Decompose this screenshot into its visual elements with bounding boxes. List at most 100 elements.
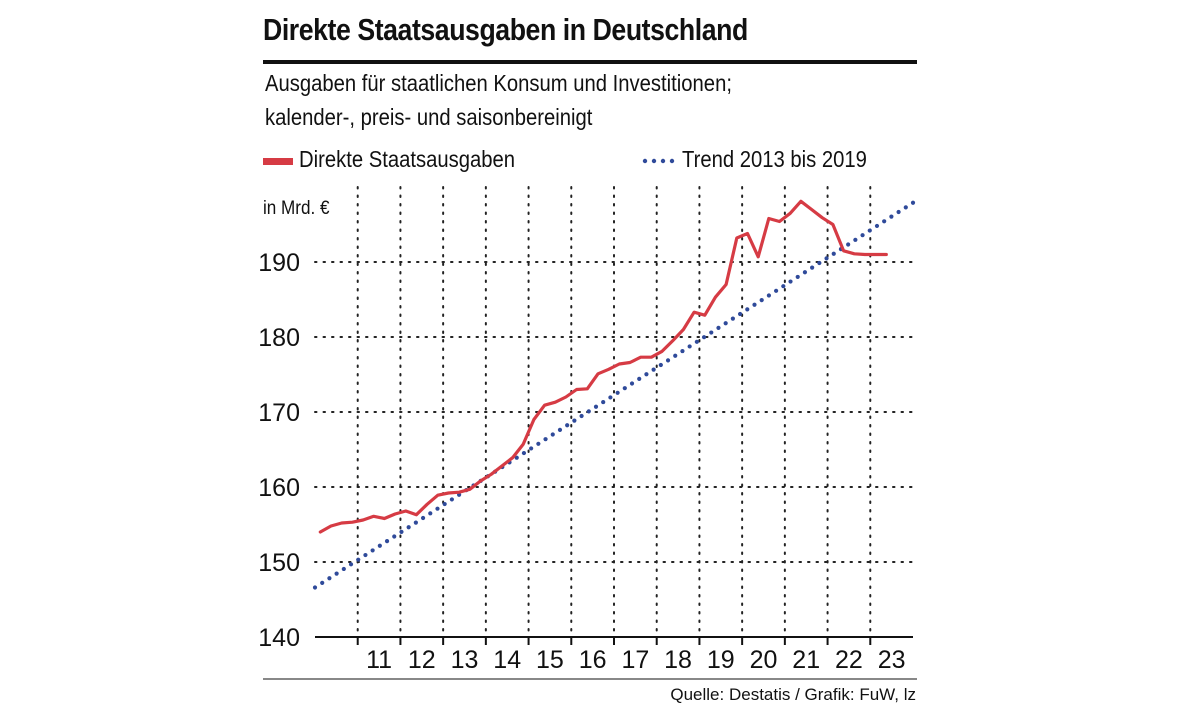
trend-dot — [543, 437, 548, 442]
chart-title: Direkte Staatsausgaben in Deutschland — [263, 12, 748, 47]
trend-dot — [521, 450, 527, 456]
trend-dot — [608, 395, 613, 400]
trend-dot — [795, 274, 800, 280]
trend-dot — [817, 260, 822, 266]
trend-dot — [903, 205, 908, 210]
y-tick-label-140: 140 — [258, 624, 300, 652]
trend-dot — [846, 242, 851, 247]
trend-dot — [615, 390, 620, 395]
trend-dot — [766, 293, 772, 298]
trend-dot — [327, 576, 332, 581]
trend-dot — [781, 284, 786, 289]
legend-trend-dot — [642, 158, 648, 164]
trend-dot — [644, 372, 649, 377]
x-tick-label-13: 13 — [451, 646, 479, 674]
trend-dot — [737, 311, 743, 317]
trend-dot — [658, 362, 663, 368]
y-tick-label-180: 180 — [258, 324, 300, 352]
legend-swatch-actual — [263, 158, 293, 165]
trend-dot — [774, 288, 779, 293]
trend-dot — [680, 348, 685, 354]
x-tick-label-11: 11 — [366, 646, 392, 674]
x-tick-label-21: 21 — [792, 646, 820, 674]
x-tick-label-15: 15 — [536, 646, 564, 674]
trend-dot — [356, 557, 361, 562]
y-tick-label-170: 170 — [258, 399, 300, 427]
trend-dot — [867, 228, 872, 233]
x-tick-label-14: 14 — [493, 646, 521, 674]
trend-dot — [831, 251, 836, 256]
trend-dot — [586, 409, 591, 414]
y-tick-label-150: 150 — [258, 549, 300, 577]
trend-dot — [377, 543, 382, 548]
trend-dot — [565, 423, 570, 428]
trend-dot — [824, 256, 829, 261]
trend-dot — [716, 325, 721, 331]
trend-dot — [449, 497, 454, 502]
x-tick-label-20: 20 — [750, 646, 778, 674]
trend-dot — [709, 330, 714, 335]
trend-dot — [384, 539, 390, 544]
x-tick-label-23: 23 — [878, 646, 906, 674]
chart-subtitle-line2: kalender-, preis- und saisonbereinigt — [265, 104, 593, 130]
trend-dot — [392, 534, 397, 539]
x-tick-label-17: 17 — [621, 646, 649, 674]
y-tick-label-190: 190 — [258, 249, 300, 277]
trend-dot — [622, 386, 627, 391]
trend-dot — [882, 219, 887, 224]
x-tick-label-22: 22 — [835, 646, 863, 674]
trend-dot — [536, 441, 541, 446]
trend-dot — [363, 552, 368, 558]
x-tick-label-18: 18 — [664, 646, 692, 674]
trend-dot — [687, 344, 692, 349]
trend-dot — [889, 214, 894, 219]
trend-dot — [853, 237, 858, 242]
trend-dot — [745, 307, 750, 312]
source-note: Quelle: Destatis / Grafik: FuW, lz — [670, 685, 916, 704]
trend-dot — [665, 358, 671, 363]
trend-dot — [514, 455, 519, 460]
trend-dot — [320, 580, 325, 585]
trend-dot — [435, 506, 440, 511]
trend-dot — [572, 418, 577, 423]
trend-dot — [629, 381, 635, 386]
trend-dot — [428, 511, 433, 516]
series-line-direkte-staatsausgaben — [318, 199, 888, 534]
chart-subtitle-line1: Ausgaben für staatlichen Konsum und Inve… — [265, 70, 732, 96]
legend-trend-dot — [669, 158, 675, 164]
trend-dot — [579, 413, 584, 419]
trend-dot — [413, 520, 418, 525]
trend-dot — [637, 376, 642, 382]
trend-dot — [442, 501, 447, 507]
trend-dot — [752, 302, 757, 307]
trend-dot — [651, 367, 656, 372]
trend-dot — [348, 562, 354, 567]
trend-dot — [529, 446, 534, 451]
trend-dot — [593, 404, 599, 409]
trend-dot — [370, 548, 375, 553]
trend-dot — [694, 339, 699, 344]
trend-dot — [341, 566, 346, 572]
x-tick-label-19: 19 — [707, 646, 735, 674]
y-tick-label-160: 160 — [258, 474, 300, 502]
legend-trend-dot — [660, 158, 666, 164]
legend-label-actual: Direkte Staatsausgaben — [299, 146, 516, 172]
x-tick-label-16: 16 — [579, 646, 607, 674]
title-rule — [263, 60, 917, 64]
trend-dot — [910, 200, 916, 205]
trend-dot — [557, 427, 563, 432]
trend-dot — [601, 399, 606, 405]
trend-dot — [860, 233, 865, 238]
unit-label: in Mrd. € — [263, 198, 330, 219]
trend-dot — [788, 279, 793, 284]
trend-dot — [550, 432, 555, 437]
trend-dot — [723, 321, 728, 326]
trend-dot — [874, 223, 880, 229]
trend-dot — [312, 585, 318, 590]
legend-trend-dot — [651, 158, 657, 164]
trend-dot — [399, 529, 404, 534]
trend-dot — [334, 571, 339, 576]
x-tick-label-12: 12 — [408, 646, 436, 674]
